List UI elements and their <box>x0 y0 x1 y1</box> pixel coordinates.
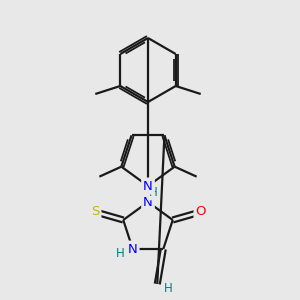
Text: H: H <box>148 185 158 199</box>
Text: O: O <box>196 206 206 218</box>
Text: H: H <box>164 281 173 295</box>
Text: N: N <box>143 196 153 208</box>
Text: H: H <box>116 247 125 260</box>
Text: N: N <box>143 179 153 193</box>
Text: S: S <box>91 206 100 218</box>
Text: N: N <box>128 242 138 256</box>
